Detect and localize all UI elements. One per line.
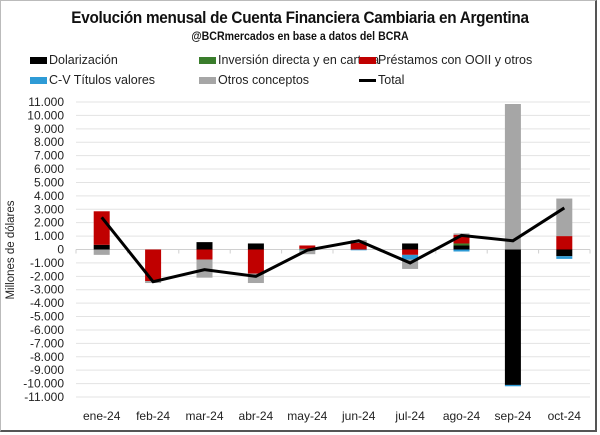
x-tick-label: ago-24 [443, 409, 481, 423]
x-tick-label: mar-24 [185, 409, 223, 423]
legend-label: Préstamos con OOII y otros [378, 53, 533, 67]
x-tick-label: feb-24 [136, 409, 170, 423]
legend-swatch-dolarizacion [30, 56, 47, 64]
y-tick-label: -2.000 [30, 269, 64, 283]
legend-swatch-prestamos [359, 56, 376, 64]
bar-pr-stamos-con-ooii-y-otros-mar-24 [196, 249, 213, 260]
x-tick-label: ene-24 [83, 409, 121, 423]
bar-dolarizaci-n-abr-24 [247, 243, 264, 250]
bar-c-v-t-tulos-valores-jul-24 [402, 254, 419, 260]
legend-label: Dolarización [49, 53, 118, 67]
legend-item-inversion: Inversión directa y en cartera [199, 53, 379, 67]
bar-dolarizaci-n-oct-24 [556, 249, 573, 257]
y-tick-label: 2.000 [34, 216, 64, 230]
bar-pr-stamos-con-ooii-y-otros-ene-24 [93, 211, 110, 245]
y-tick-label: 6.000 [34, 162, 64, 176]
y-tick-label: 10.000 [27, 108, 64, 122]
y-tick-label: -10.000 [23, 377, 64, 391]
line-total [100, 206, 566, 284]
legend-item-cv-titulos: C-V Títulos valores [30, 73, 155, 87]
bar-dolarizaci-n-mar-24 [196, 242, 213, 250]
y-tick-label: 4.000 [34, 189, 64, 203]
y-tick-label: -3.000 [30, 283, 64, 297]
bar-pr-stamos-con-ooii-y-otros-abr-24 [247, 249, 264, 274]
bar-pr-stamos-con-ooii-y-otros-ago-24 [453, 234, 470, 244]
legend-label: C-V Títulos valores [49, 73, 156, 87]
legend-label: Total [378, 73, 405, 87]
bar-c-v-t-tulos-valores-oct-24 [556, 256, 573, 259]
x-tick-label: sep-24 [495, 409, 532, 423]
bar-pr-stamos-con-ooii-y-otros-oct-24 [556, 236, 573, 250]
bar-otros-conceptos-ene-24 [93, 249, 110, 255]
y-tick-label: 1.000 [34, 229, 64, 243]
y-tick-label: 7.000 [34, 149, 64, 163]
bar-c-v-t-tulos-valores-sep-24 [504, 384, 521, 387]
legend: Dolarización Inversión directa y en cart… [14, 53, 594, 93]
legend-swatch-otros [199, 76, 216, 84]
bar-otros-conceptos-sep-24 [504, 104, 521, 250]
bar-dolarizaci-n-ago-24 [453, 245, 470, 250]
y-tick-label: 9.000 [34, 122, 64, 136]
bar-dolarizaci-n-jul-24 [402, 243, 419, 250]
legend-item-otros: Otros conceptos [199, 73, 309, 87]
y-tick-label: -5.000 [30, 310, 64, 324]
y-tick-label: -1.000 [30, 256, 64, 270]
bar-pr-stamos-con-ooii-y-otros-jul-24 [402, 249, 419, 255]
bar-c-v-t-tulos-valores-jun-24 [350, 249, 367, 251]
bar-otros-conceptos-oct-24 [556, 198, 573, 237]
y-axis-label: Millones de dólares [5, 200, 17, 299]
y-tick-label: -7.000 [30, 336, 64, 350]
bar-pr-stamos-con-ooii-y-otros-may-24 [299, 245, 316, 249]
y-tick-label: 8.000 [34, 135, 64, 149]
y-tick-label: -9.000 [30, 363, 64, 377]
legend-swatch-inversion [199, 56, 216, 64]
legend-label: Otros conceptos [218, 73, 310, 87]
bar-dolarizaci-n-ene-24 [93, 244, 110, 250]
x-tick-label: may-24 [287, 409, 327, 423]
chart-subtitle: @BCRmercados en base a datos del BCRA [191, 31, 409, 43]
bar-inversi-n-directa-y-en-cartera-ago-24 [453, 243, 470, 246]
y-tick-label: -8.000 [30, 350, 64, 364]
chart-title: Evolución menusal de Cuenta Financiera C… [71, 8, 529, 27]
x-tick-label: oct-24 [548, 409, 582, 423]
bar-dolarizaci-n-sep-24 [504, 249, 521, 385]
legend-label: Inversión directa y en cartera [218, 53, 380, 67]
bar-pr-stamos-con-ooii-y-otros-feb-24 [145, 249, 162, 282]
legend-swatch-total [359, 78, 376, 82]
y-tick-label: 11.000 [28, 95, 64, 109]
legend-swatch-cv-titulos [30, 76, 47, 84]
x-tick-label: abr-24 [239, 409, 274, 423]
y-tick-label: -4.000 [30, 296, 64, 310]
bar-c-v-t-tulos-valores-ago-24 [453, 249, 470, 252]
y-tick-label: 3.000 [34, 202, 64, 216]
y-tick-label: 5.000 [34, 175, 64, 189]
bar-pr-stamos-con-ooii-y-otros-jun-24 [350, 242, 367, 250]
bar-otros-conceptos-may-24 [299, 250, 316, 255]
y-tick-label: -11.000 [24, 390, 64, 404]
legend-item-prestamos: Préstamos con OOII y otros [359, 53, 532, 67]
legend-item-dolarizacion: Dolarización [30, 53, 118, 67]
x-tick-label: jul-24 [394, 409, 425, 423]
y-tick-label: -6.000 [30, 323, 64, 337]
bar-otros-conceptos-abr-24 [247, 273, 264, 284]
x-tick-label: jun-24 [341, 409, 376, 423]
legend-item-total: Total [359, 73, 404, 87]
y-tick-label: 0 [57, 243, 64, 257]
